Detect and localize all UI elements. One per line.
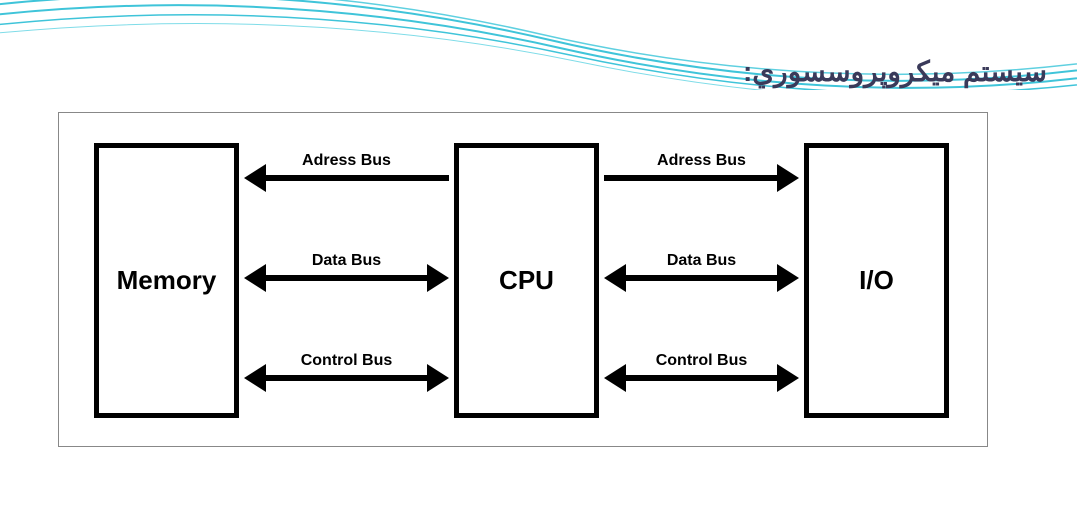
right-data-bus-label: Data Bus (632, 252, 772, 270)
left-control-bus-label: Control Bus (277, 352, 417, 370)
page-title: سيستم ميکروپروسسوري: (743, 55, 1047, 88)
right-control-bus-label: Control Bus (632, 352, 772, 370)
bus-arrows (59, 113, 989, 448)
diagram-frame: Memory CPU I/O Adress Bus Data Bus Contr… (58, 112, 988, 447)
left-address-bus-label: Adress Bus (277, 152, 417, 170)
right-address-bus-label: Adress Bus (632, 152, 772, 170)
left-data-bus-label: Data Bus (277, 252, 417, 270)
